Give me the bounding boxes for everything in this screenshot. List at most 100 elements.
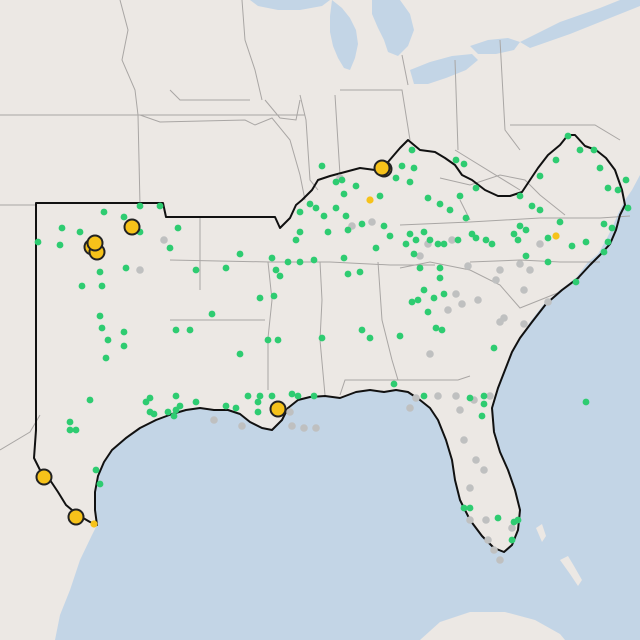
inactive-site-marker[interactable]	[516, 260, 524, 268]
site-marker[interactable]	[172, 392, 180, 400]
site-marker[interactable]	[340, 190, 348, 198]
site-marker[interactable]	[410, 250, 418, 258]
site-marker[interactable]	[254, 408, 262, 416]
inactive-site-marker[interactable]	[416, 252, 424, 260]
site-marker[interactable]	[66, 418, 74, 426]
site-marker[interactable]	[268, 392, 276, 400]
site-marker[interactable]	[472, 184, 480, 192]
inactive-site-marker[interactable]	[452, 290, 460, 298]
inactive-site-marker[interactable]	[426, 350, 434, 358]
site-marker[interactable]	[352, 182, 360, 190]
site-marker[interactable]	[306, 200, 314, 208]
site-marker[interactable]	[164, 408, 172, 416]
site-marker[interactable]	[590, 146, 598, 154]
site-marker[interactable]	[264, 336, 272, 344]
site-marker[interactable]	[514, 516, 522, 524]
site-marker[interactable]	[402, 240, 410, 248]
site-marker[interactable]	[536, 172, 544, 180]
site-marker[interactable]	[452, 156, 460, 164]
site-marker[interactable]	[514, 236, 522, 244]
highlighted-site-marker[interactable]	[67, 508, 85, 526]
site-marker[interactable]	[208, 310, 216, 318]
site-marker[interactable]	[222, 264, 230, 272]
site-marker[interactable]	[34, 238, 42, 246]
site-marker[interactable]	[516, 192, 524, 200]
site-marker[interactable]	[436, 264, 444, 272]
site-marker[interactable]	[406, 178, 414, 186]
site-marker[interactable]	[254, 398, 262, 406]
inactive-site-marker[interactable]	[500, 314, 508, 322]
site-marker[interactable]	[310, 256, 318, 264]
site-marker[interactable]	[412, 236, 420, 244]
site-marker[interactable]	[604, 184, 612, 192]
site-marker[interactable]	[522, 252, 530, 260]
site-marker[interactable]	[276, 272, 284, 280]
site-marker[interactable]	[92, 466, 100, 474]
site-marker[interactable]	[414, 296, 422, 304]
site-marker[interactable]	[100, 208, 108, 216]
site-marker[interactable]	[136, 202, 144, 210]
site-marker[interactable]	[420, 286, 428, 294]
site-marker[interactable]	[490, 344, 498, 352]
inactive-site-marker[interactable]	[312, 424, 320, 432]
site-marker[interactable]	[150, 410, 158, 418]
highlighted-site-marker[interactable]	[35, 468, 53, 486]
site-marker[interactable]	[332, 204, 340, 212]
inactive-site-marker[interactable]	[486, 392, 494, 400]
inactive-site-marker[interactable]	[458, 300, 466, 308]
inactive-site-marker[interactable]	[288, 422, 296, 430]
site-marker[interactable]	[272, 266, 280, 274]
site-marker[interactable]	[232, 404, 240, 412]
site-marker[interactable]	[342, 212, 350, 220]
site-marker[interactable]	[172, 406, 180, 414]
site-marker[interactable]	[310, 392, 318, 400]
site-marker[interactable]	[58, 224, 66, 232]
site-marker[interactable]	[436, 274, 444, 282]
site-marker[interactable]	[376, 192, 384, 200]
highlighted-site-marker[interactable]	[90, 520, 98, 528]
site-marker[interactable]	[236, 250, 244, 258]
site-marker[interactable]	[256, 294, 264, 302]
site-marker[interactable]	[582, 238, 590, 246]
site-marker[interactable]	[410, 164, 418, 172]
site-marker[interactable]	[318, 162, 326, 170]
inactive-site-marker[interactable]	[456, 406, 464, 414]
highlighted-site-marker[interactable]	[373, 159, 391, 177]
site-marker[interactable]	[122, 264, 130, 272]
site-marker[interactable]	[522, 226, 530, 234]
inactive-site-marker[interactable]	[520, 320, 528, 328]
site-marker[interactable]	[274, 336, 282, 344]
inactive-site-marker[interactable]	[412, 394, 420, 402]
site-marker[interactable]	[596, 164, 604, 172]
site-marker[interactable]	[104, 336, 112, 344]
site-marker[interactable]	[582, 398, 590, 406]
site-marker[interactable]	[186, 326, 194, 334]
site-marker[interactable]	[456, 192, 464, 200]
site-marker[interactable]	[142, 398, 150, 406]
site-marker[interactable]	[312, 204, 320, 212]
site-marker[interactable]	[430, 294, 438, 302]
site-marker[interactable]	[296, 208, 304, 216]
site-marker[interactable]	[236, 350, 244, 358]
site-marker[interactable]	[120, 213, 128, 221]
site-marker[interactable]	[320, 212, 328, 220]
inactive-site-marker[interactable]	[406, 404, 414, 412]
highlighted-site-marker[interactable]	[269, 400, 287, 418]
site-marker[interactable]	[372, 244, 380, 252]
site-marker[interactable]	[478, 412, 486, 420]
site-marker[interactable]	[172, 326, 180, 334]
site-marker[interactable]	[420, 392, 428, 400]
site-marker[interactable]	[604, 238, 612, 246]
inactive-site-marker[interactable]	[460, 436, 468, 444]
site-marker[interactable]	[338, 176, 346, 184]
site-marker[interactable]	[460, 160, 468, 168]
site-marker[interactable]	[564, 132, 572, 140]
site-marker[interactable]	[398, 162, 406, 170]
site-marker[interactable]	[380, 222, 388, 230]
site-marker[interactable]	[572, 278, 580, 286]
site-marker[interactable]	[436, 200, 444, 208]
site-marker[interactable]	[416, 264, 424, 272]
inactive-site-marker[interactable]	[238, 422, 246, 430]
inactive-site-marker[interactable]	[210, 416, 218, 424]
inactive-site-marker[interactable]	[448, 236, 456, 244]
